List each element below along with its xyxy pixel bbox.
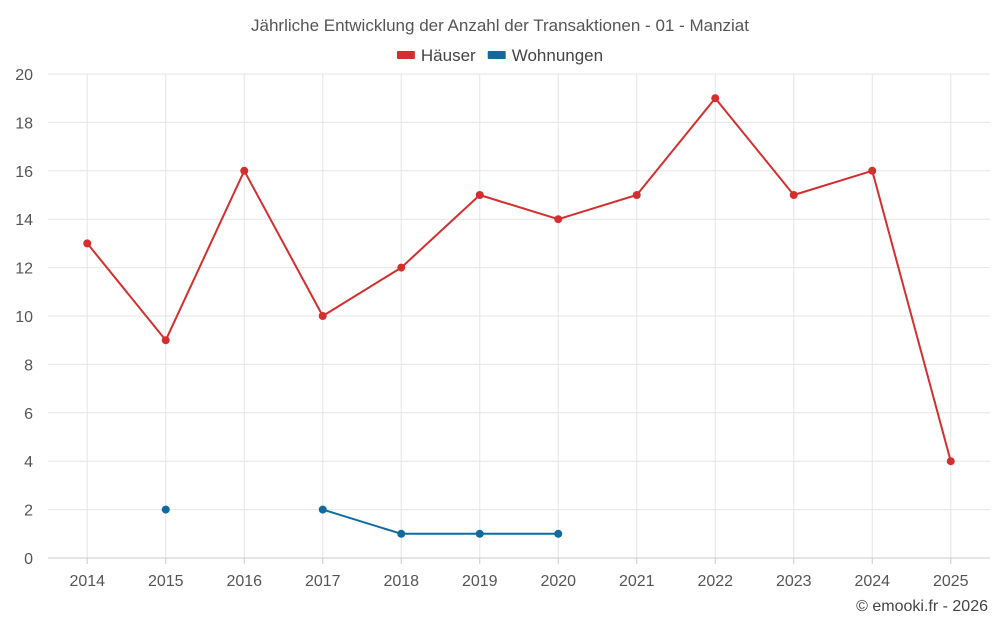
y-tick-label: 16 xyxy=(15,164,33,181)
data-point xyxy=(946,457,955,466)
y-tick-label: 18 xyxy=(15,115,33,132)
x-tick-label: 2014 xyxy=(69,573,105,590)
x-tick-label: 2016 xyxy=(226,573,262,590)
x-tick-label: 2021 xyxy=(619,573,655,590)
series-1 xyxy=(161,505,563,538)
data-point xyxy=(83,239,92,248)
y-tick-label: 6 xyxy=(24,406,33,423)
grid xyxy=(48,73,990,558)
x-tick-label: 2024 xyxy=(854,573,890,590)
x-tick-label: 2017 xyxy=(305,573,341,590)
x-tick-label: 2019 xyxy=(462,573,498,590)
y-tick-label: 10 xyxy=(15,309,33,326)
data-point xyxy=(475,191,484,199)
data-point xyxy=(161,505,170,514)
x-tick-label: 2025 xyxy=(933,573,969,590)
y-tick-label: 8 xyxy=(24,357,33,374)
chart-title: Jährliche Entwicklung der Anzahl der Tra… xyxy=(251,16,749,35)
data-point xyxy=(397,529,406,538)
y-tick-label: 12 xyxy=(15,261,33,278)
series-0 xyxy=(83,94,955,466)
data-point xyxy=(161,336,170,345)
y-tick-label: 2 xyxy=(24,503,33,520)
y-tick-label: 0 xyxy=(24,551,33,568)
series-group xyxy=(83,94,955,538)
x-tick-label: 2022 xyxy=(697,573,733,590)
data-point xyxy=(397,263,406,272)
y-tick-label: 14 xyxy=(15,212,33,229)
data-point xyxy=(789,191,798,199)
y-axis: 0 2 4 6 8 10 12 14 16 18 20 xyxy=(15,67,33,568)
x-tick-label: 2015 xyxy=(148,573,184,590)
y-tick-label: 20 xyxy=(15,67,33,84)
credit-label: © emooki.fr - 2026 xyxy=(856,598,988,615)
data-point xyxy=(554,215,563,224)
data-point xyxy=(632,191,641,199)
legend-label: Wohnungen xyxy=(512,46,603,65)
legend: Häuser Wohnungen xyxy=(396,46,603,65)
data-point xyxy=(554,529,563,538)
legend-swatch xyxy=(487,51,506,59)
data-point xyxy=(475,529,484,538)
x-tick-label: 2023 xyxy=(776,573,812,590)
legend-label: Häuser xyxy=(421,46,476,65)
data-point xyxy=(318,312,327,320)
data-point xyxy=(318,505,327,514)
y-tick-label: 4 xyxy=(24,454,33,471)
legend-swatch xyxy=(396,51,415,59)
data-point xyxy=(868,166,877,175)
data-point xyxy=(711,94,720,103)
series-line xyxy=(86,97,952,462)
series-line xyxy=(322,508,559,535)
x-tick-label: 2020 xyxy=(540,573,576,590)
data-point xyxy=(240,166,249,175)
x-axis: 2014 2015 2016 2017 2018 2019 2020 2021 2022 2023… xyxy=(48,557,990,590)
x-tick-label: 2018 xyxy=(383,573,419,590)
